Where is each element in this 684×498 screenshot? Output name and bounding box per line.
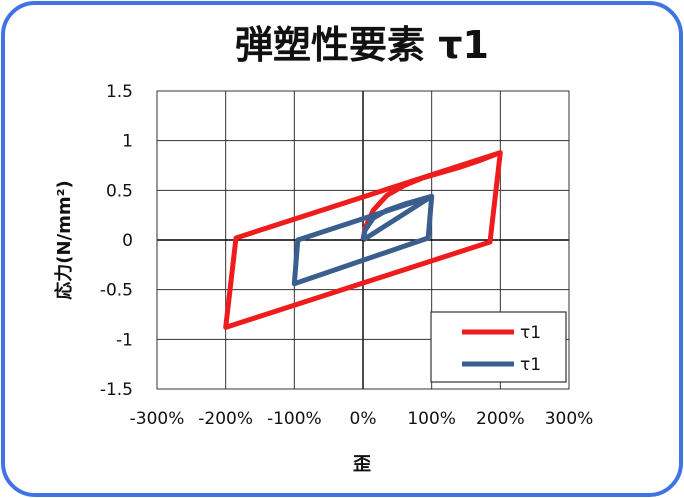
y-tick-label: 1.5 (106, 82, 133, 102)
plot-area (156, 90, 570, 390)
x-tick-labels: -300% -200% -100% 0% 100% 200% 300% (130, 409, 594, 429)
y-tick-label: 0.5 (106, 181, 133, 201)
series-line-1 (223, 150, 503, 330)
x-axis-label: 歪 (353, 454, 371, 475)
x-tick-label: 0% (350, 409, 377, 429)
x-tick-label: 200% (476, 409, 525, 429)
series-line-2 (291, 193, 435, 287)
legend-label-2: τ1 (520, 355, 541, 375)
x-tick-label: -100% (267, 409, 322, 429)
x-tick-label: 300% (545, 409, 594, 429)
chart-title: 弾塑性要素 τ1 (235, 23, 489, 67)
x-tick-label: 100% (407, 409, 456, 429)
y-tick-label: -0.5 (100, 281, 133, 301)
y-tick-labels: 1.5 1 0.5 0 -0.5 -1 -1.5 (100, 82, 133, 400)
legend-label-1: τ1 (520, 323, 541, 343)
y-tick-label: -1 (116, 330, 133, 350)
y-tick-label: -1.5 (100, 380, 133, 400)
y-tick-label: 0 (122, 231, 133, 251)
y-axis-label: 応力(N/mm²) (53, 180, 75, 300)
series-layer (223, 150, 503, 330)
legend: τ1 τ1 (430, 311, 567, 383)
legend-box (430, 311, 567, 383)
x-tick-label: -200% (198, 409, 253, 429)
y-tick-label: 1 (122, 132, 133, 152)
x-tick-label: -300% (130, 409, 185, 429)
